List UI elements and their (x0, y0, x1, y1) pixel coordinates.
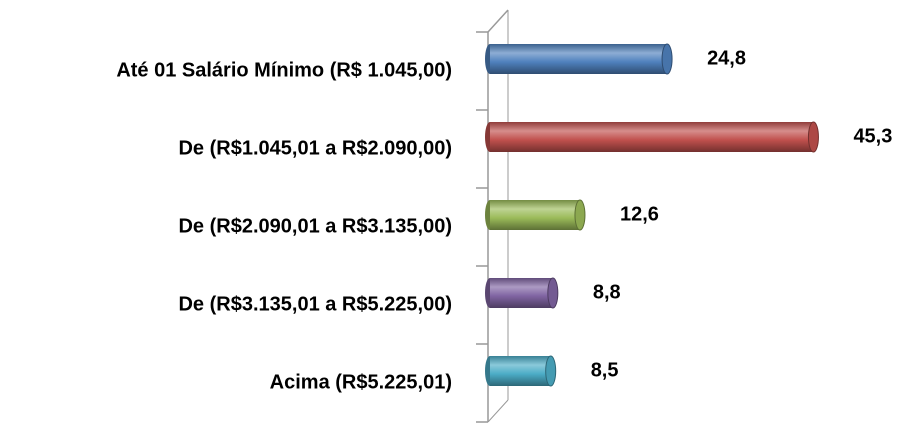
axis-depth (487, 399, 509, 423)
bar-cap (574, 199, 586, 231)
bar-body (490, 122, 814, 152)
value-label: 24,8 (707, 47, 746, 69)
value-label: 8,5 (591, 359, 619, 381)
bar-cap (545, 355, 557, 387)
bar (485, 355, 557, 387)
category-label: De (R$2.090,01 a R$3.135,00) (178, 215, 452, 237)
bar-cap (547, 277, 559, 309)
category-label: Até 01 Salário Mínimo (R$ 1.045,00) (116, 59, 452, 81)
category-label: De (R$1.045,01 a R$2.090,00) (178, 137, 452, 159)
category-label: De (R$3.135,01 a R$5.225,00) (178, 293, 452, 315)
bar (485, 277, 559, 309)
bar-cap (807, 121, 819, 153)
axis-depth (487, 9, 509, 33)
bar (485, 121, 819, 153)
category-label: Acima (R$5.225,01) (270, 371, 452, 393)
bar-body (490, 44, 668, 74)
value-label: 12,6 (620, 203, 659, 225)
bar-cap (661, 43, 673, 75)
value-label: 8,8 (593, 281, 621, 303)
bar (485, 199, 586, 231)
bar-body (490, 278, 553, 308)
value-label: 45,3 (853, 125, 892, 147)
bar (485, 43, 673, 75)
bar-body (490, 200, 580, 230)
bar-body (490, 356, 551, 386)
